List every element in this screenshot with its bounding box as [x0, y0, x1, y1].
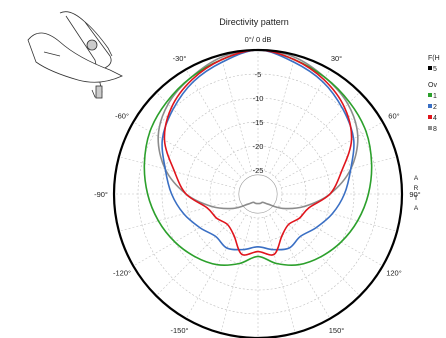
microphone-device-illustration [27, 11, 123, 99]
grid-spoke [263, 54, 296, 171]
grid-spoke [281, 199, 398, 232]
top-angle-label: 0°/ 0 dB [245, 35, 272, 44]
radial-tick-label: -25 [253, 166, 264, 175]
grid-spoke [118, 199, 235, 232]
legend-label: 1 [433, 93, 437, 100]
grid-spoke [278, 121, 383, 183]
grid-spoke [118, 156, 235, 189]
arta-letter: R [413, 185, 419, 192]
grid-spoke [274, 91, 361, 178]
series-line-40 [163, 49, 353, 256]
grid-spoke [185, 69, 247, 174]
legend-label: 2 [433, 104, 437, 111]
legend: F(H 5 Ov 1 2 4 8 [428, 53, 446, 135]
polar-grid [113, 49, 403, 338]
angle-tick-label: -30° [173, 54, 187, 63]
arta-letter: A [413, 205, 419, 212]
legend-label: 4 [433, 115, 437, 122]
series-line-20 [161, 49, 355, 251]
angle-tick-label: 150° [329, 326, 345, 335]
grid-spoke [155, 210, 242, 297]
legend-swatch [428, 126, 432, 130]
grid-spoke [281, 156, 398, 189]
series-line-50 [112, 48, 404, 338]
legend-label: 5 [433, 66, 437, 73]
legend-subheader: Ov [428, 82, 437, 89]
grid-spoke [278, 205, 383, 267]
grid-spoke [274, 210, 361, 297]
angle-tick-label: 60° [388, 112, 399, 121]
grid-spoke [133, 121, 238, 183]
radial-tick-label: -10 [253, 94, 264, 103]
legend-swatch [428, 115, 432, 119]
grid-spoke [269, 69, 331, 174]
legend-header: F(H [428, 55, 440, 62]
legend-item: 2 [428, 102, 446, 113]
grid-spoke [269, 214, 331, 319]
grid-spoke [155, 91, 242, 178]
grid-center [238, 174, 278, 214]
arta-side-label: A R T A [411, 174, 421, 214]
legend-item: 1 [428, 91, 446, 102]
grid-spoke [133, 205, 238, 267]
arta-letter: T [414, 195, 418, 202]
legend-swatch [428, 66, 432, 70]
radial-tick-label: -20 [253, 142, 264, 151]
radial-tick-label: -5 [255, 70, 262, 79]
grid-spoke [220, 54, 253, 171]
series-layer [112, 48, 404, 338]
arta-letter: A [413, 175, 419, 182]
angle-tick-label: 30° [331, 54, 342, 63]
chart-labels: Directivity pattern 0°/ 0 dB -5 -10 -15 -20… [94, 17, 421, 335]
legend-label: 8 [433, 126, 437, 133]
grid-spoke [185, 214, 247, 319]
grid-spoke [220, 217, 253, 334]
legend-item: 5 [428, 64, 446, 75]
legend-swatch [428, 104, 432, 108]
legend-item: 8 [428, 124, 446, 135]
series-line-10 [143, 49, 373, 266]
legend-swatch [428, 93, 432, 97]
angle-tick-label: 120° [386, 269, 402, 278]
angle-tick-label: -90° [94, 190, 108, 199]
angle-tick-label: -120° [113, 269, 131, 278]
series-line-80 [157, 49, 359, 210]
radial-tick-label: -15 [253, 118, 264, 127]
legend-item: 4 [428, 113, 446, 124]
angle-tick-label: -60° [115, 112, 129, 121]
grid-spoke [263, 217, 296, 334]
chart-title: Directivity pattern [219, 17, 289, 27]
angle-tick-label: -150° [170, 326, 188, 335]
angle-tick-label: 90° [409, 190, 420, 199]
